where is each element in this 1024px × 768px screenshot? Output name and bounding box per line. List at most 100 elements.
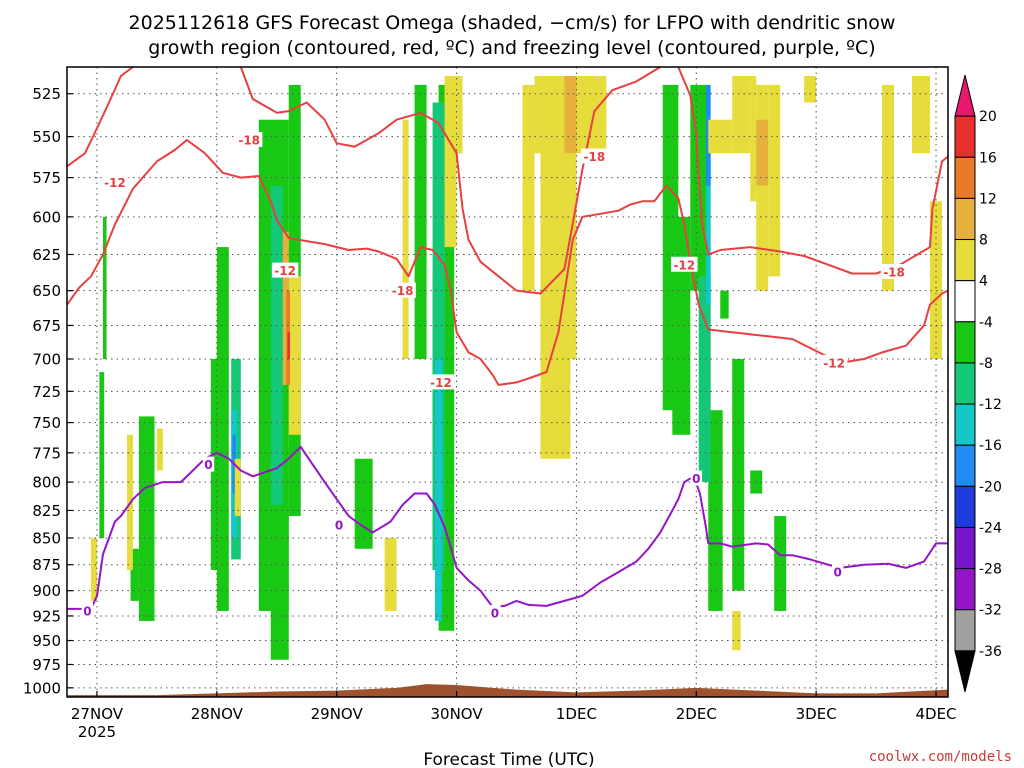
dgz-0-label-bg-1: [389, 282, 416, 298]
dgz-0-label-3: -18: [883, 266, 905, 280]
colorbar-swatch-4: [954, 239, 976, 282]
colorbar-label-12: -32: [979, 603, 1002, 619]
colorbar: 20 16 12 8 4 -4 -8 -12 -16 -20 -24 -28 -32 -36: [954, 74, 1002, 693]
y-tick-label-18: 975: [32, 656, 61, 674]
y-tick-label-2: 575: [32, 169, 61, 187]
freezing-label-bg-0: [81, 602, 94, 618]
colorbar-swatch-3: [954, 197, 976, 241]
omega-cell-4-2: [156, 428, 163, 471]
terrain-area: [67, 684, 948, 697]
freezing-label-4: 0: [692, 472, 700, 486]
colorbar-swatch-7: [954, 362, 976, 405]
colorbar-label-13: -36: [979, 644, 1002, 660]
y-tick-label-7: 700: [32, 350, 61, 368]
colorbar-swatch-11: [954, 526, 976, 570]
omega-cell-4-18: [804, 75, 817, 103]
y-tick-label-5: 650: [32, 282, 61, 300]
omega-cell-4-22: [732, 610, 741, 651]
colorbar-top-arrow: [954, 74, 976, 117]
colorbar-label-9: -20: [979, 479, 1002, 495]
y-tick-label-0: 525: [32, 85, 61, 103]
colorbar-label-11: -28: [979, 562, 1002, 578]
colorbar-label-8: -16: [979, 438, 1002, 454]
dgz-1-label-bg-2: [427, 374, 455, 390]
y-tick-label-1: 550: [32, 128, 61, 146]
credit-text: coolwx.com/models: [869, 749, 1012, 765]
colorbar-label-6: -8: [979, 356, 993, 372]
x-tick-label-4: 1DEC: [556, 705, 597, 723]
chart-title-line-1: 2025112618 GFS Forecast Omega (shaded, −…: [129, 12, 896, 34]
plot-frame: [66, 66, 949, 698]
colorbar-bottom-arrow: [954, 650, 976, 693]
dgz-0-label-bg-2: [581, 148, 608, 164]
omega-cell-0-3: [130, 548, 139, 601]
x-axis-title: Forecast Time (UTC): [423, 750, 594, 768]
dgz-contour--18-seg-2: [677, 66, 949, 275]
omega-cell-0-10: [414, 84, 427, 359]
freezing-label-2: 0: [335, 518, 343, 532]
freezing-label-3: 0: [491, 606, 499, 620]
y-axis: 525 550 575 600 625 650 675 700 725 750 775 800 825 8…: [23, 85, 73, 697]
colorbar-swatch-8: [954, 403, 976, 446]
freezing-label-0: 0: [83, 604, 91, 618]
x-tick-label-1: 28NOV: [191, 705, 244, 723]
y-tick-label-13: 850: [32, 529, 61, 547]
dgz-1-label-0: -12: [104, 176, 126, 190]
freezing-label-5: 0: [834, 566, 842, 580]
colorbar-label-7: -12: [979, 397, 1002, 413]
dgz-0-label-1: -18: [392, 284, 414, 298]
dgz-1-label-1: -12: [274, 264, 296, 278]
y-tick-label-4: 625: [32, 246, 61, 264]
omega-cell-0-0: [99, 372, 105, 538]
omega-cell-2-2: [705, 119, 711, 305]
colorbar-label-0: 20: [979, 109, 997, 125]
contour-labels: -18 -18 -18 -18 -12 -12 -12 -12 -12 0 0 0 0 0 0: [81, 131, 908, 620]
colorbar-label-5: -4: [979, 315, 993, 331]
colorbar-swatch-6: [954, 321, 976, 364]
omega-cell-1-2: [432, 102, 445, 570]
y-tick-label-10: 775: [32, 444, 61, 462]
omega-cell-4-3: [234, 458, 241, 517]
y-tick-label-16: 925: [32, 607, 61, 625]
colorbar-label-10: -24: [979, 520, 1002, 536]
omega-cell-0-17: [732, 358, 745, 591]
x-tick-label-5: 2DEC: [676, 705, 717, 723]
omega-cell-4-9: [522, 84, 535, 291]
omega-cell-0-20: [720, 290, 729, 319]
x-tick-label-2: 29NOV: [311, 705, 364, 723]
dgz-1-label-2: -12: [430, 376, 452, 390]
freezing-label-bg-5: [831, 564, 844, 580]
x-tick-label-3: 30NOV: [430, 705, 483, 723]
chart-title-line-2: growth region (contoured, red, ºC) and f…: [148, 37, 875, 59]
colorbar-swatch-12: [954, 568, 976, 611]
omega-cell-0-4: [216, 247, 229, 611]
omega-cell-4-6: [402, 119, 409, 359]
freezing-label-bg-4: [690, 470, 703, 486]
dgz-1-label-bg-4: [820, 354, 848, 370]
colorbar-label-1: 16: [979, 150, 997, 166]
x-axis: 27NOV 28NOV 29NOV 30NOV 1DEC 2DEC 3DEC 4DEC 2025: [71, 691, 957, 741]
omega-cell-4-13: [708, 119, 733, 154]
y-tick-label-12: 825: [32, 502, 61, 520]
omega-cell-4-7: [444, 75, 457, 248]
omega-cell-4-14: [732, 75, 751, 154]
omega-cell-0-9: [354, 458, 373, 549]
omega-cell-0-5: [210, 358, 219, 570]
omega-cell-4-0: [90, 537, 97, 601]
omega-cell-0-2: [138, 416, 155, 621]
dgz-0-label-2: -18: [584, 150, 606, 164]
omega-cell-1-3: [698, 276, 711, 483]
omega-cell-5-0: [564, 75, 577, 154]
y-tick-label-6: 675: [32, 317, 61, 335]
freezing-label-bg-2: [333, 516, 345, 532]
colorbar-swatch-5: [954, 280, 976, 323]
dgz-contour--18-seg-1: [239, 66, 661, 295]
omega-cell-4-17: [768, 84, 781, 277]
omega-cell-4-20: [912, 75, 931, 154]
omega-cell-0-1: [102, 216, 107, 359]
omega-cell-7-0: [287, 332, 290, 359]
dgz-1-label-4: -12: [823, 356, 845, 370]
dgz-1-label-bg-1: [271, 262, 299, 278]
grid-lines: [67, 67, 948, 697]
